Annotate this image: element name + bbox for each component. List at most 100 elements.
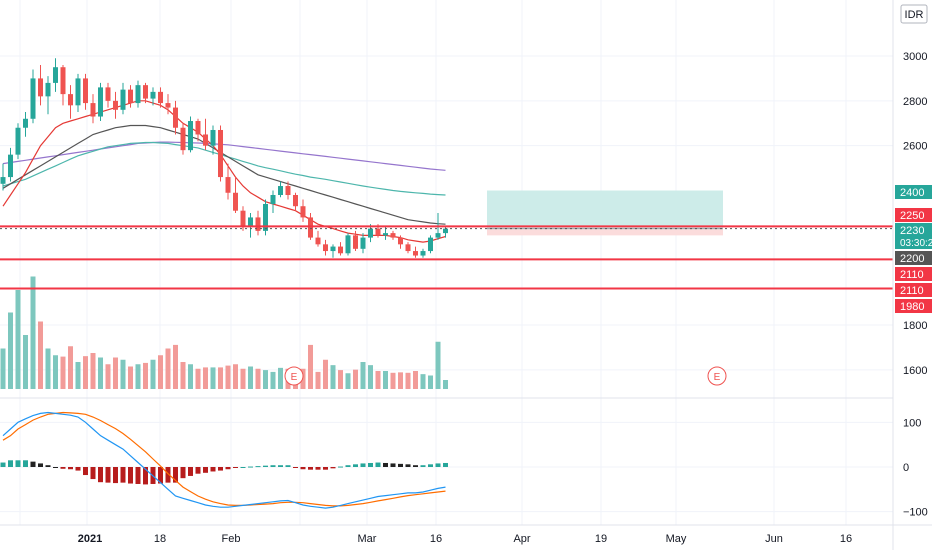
candle <box>165 94 171 115</box>
volume-bar <box>120 359 126 389</box>
volume-bar <box>323 359 328 389</box>
macd-histogram-bar <box>375 462 381 467</box>
macd-histogram-bar <box>270 465 276 467</box>
candle <box>285 181 291 200</box>
macd-histogram-bar <box>353 464 358 467</box>
macd-histogram-bar <box>188 467 193 476</box>
price-tag-countdown: 03:30:2 <box>900 238 932 249</box>
volume-bar <box>270 371 276 389</box>
time-tick-label: 18 <box>154 533 166 545</box>
earnings-marker[interactable]: E <box>284 366 304 386</box>
candle <box>225 163 231 200</box>
volume-bar <box>165 348 171 389</box>
earnings-marker[interactable]: E <box>707 366 727 386</box>
price-tag-bg <box>895 185 932 199</box>
candle <box>195 118 201 142</box>
candle-body <box>45 82 51 97</box>
loss-zone[interactable] <box>487 228 723 236</box>
candle <box>8 147 13 182</box>
volume-bar <box>368 365 373 389</box>
macd-histogram-bar <box>23 460 28 467</box>
price-tag-label: 2110 <box>900 285 924 297</box>
candle-body <box>210 129 216 146</box>
volume-bar <box>60 356 66 389</box>
candle <box>135 80 141 108</box>
volume-bar <box>188 364 193 389</box>
price-tag: 1980 <box>895 299 932 313</box>
volume-bar <box>0 348 6 389</box>
candle <box>428 235 433 254</box>
candle-body <box>398 237 403 245</box>
candle-body <box>75 78 81 106</box>
candle-body <box>443 228 448 234</box>
macd-histogram-bar <box>263 465 268 467</box>
volume-bar <box>405 372 411 389</box>
candle-body <box>173 107 178 128</box>
macd-histogram-bar <box>90 467 96 480</box>
macd-histogram-bar <box>105 467 111 483</box>
candle-body <box>218 129 223 178</box>
price-tick-label: 1600 <box>903 365 927 377</box>
candle-body <box>428 237 433 252</box>
price-tag-label: 2110 <box>900 269 924 281</box>
volume-bars <box>0 276 448 389</box>
candle <box>15 123 21 160</box>
ma-slow-line <box>2 141 446 196</box>
candle-body <box>225 177 231 193</box>
price-tag-label: 2200 <box>900 253 924 265</box>
candle-body <box>158 91 163 104</box>
price-tag: 2110 <box>895 283 932 297</box>
volume-bar <box>38 321 43 389</box>
volume-bar <box>30 276 36 389</box>
candle-body <box>105 87 111 101</box>
volume-bar <box>383 371 388 389</box>
profit-zone[interactable] <box>487 190 723 229</box>
volume-bar <box>68 346 73 389</box>
ma-long-line <box>2 141 446 171</box>
volume-bar <box>225 365 231 389</box>
candle-body <box>135 85 141 104</box>
macd-histogram-bar <box>8 460 13 467</box>
macd-histogram-bar <box>278 465 283 467</box>
candle-body <box>353 235 358 249</box>
candle <box>210 125 216 155</box>
candle-body <box>113 100 118 110</box>
horizontal-levels[interactable] <box>0 225 893 290</box>
macd-line <box>2 411 446 509</box>
candle-body <box>203 134 208 146</box>
candle <box>203 118 208 151</box>
macd-histogram-bar <box>15 460 21 467</box>
volume-bar <box>428 375 433 389</box>
candle-body <box>195 121 201 135</box>
currency-badge[interactable]: IDR <box>900 4 928 24</box>
macd-histogram-bar <box>195 467 201 474</box>
volume-bar <box>443 380 448 389</box>
price-tag: 2400 <box>895 185 932 199</box>
candle <box>173 100 178 135</box>
candle-body <box>420 251 426 256</box>
ma-fast-line <box>2 100 446 243</box>
earnings-marker-circle <box>284 366 304 386</box>
macd-histogram-bar <box>0 462 6 467</box>
macd-histogram-bar <box>38 463 43 467</box>
trade-setup-zone[interactable] <box>487 190 723 236</box>
price-tick-label: 2600 <box>903 141 927 153</box>
candle-body <box>150 91 156 99</box>
candle <box>180 123 186 155</box>
volume-bar <box>413 371 418 389</box>
macd-histogram-bar <box>83 467 88 476</box>
macd-histogram-bar <box>405 464 411 467</box>
candle-body <box>165 103 171 108</box>
candle <box>23 112 28 137</box>
macd-histogram-bar <box>68 467 73 470</box>
candle-body <box>405 244 411 252</box>
signal-line <box>2 411 446 507</box>
macd-histogram-bar <box>435 463 441 467</box>
macd-histogram-bar <box>98 467 103 483</box>
candle-body <box>300 206 306 218</box>
earnings-marker-circle <box>707 366 727 386</box>
candle <box>300 199 306 222</box>
